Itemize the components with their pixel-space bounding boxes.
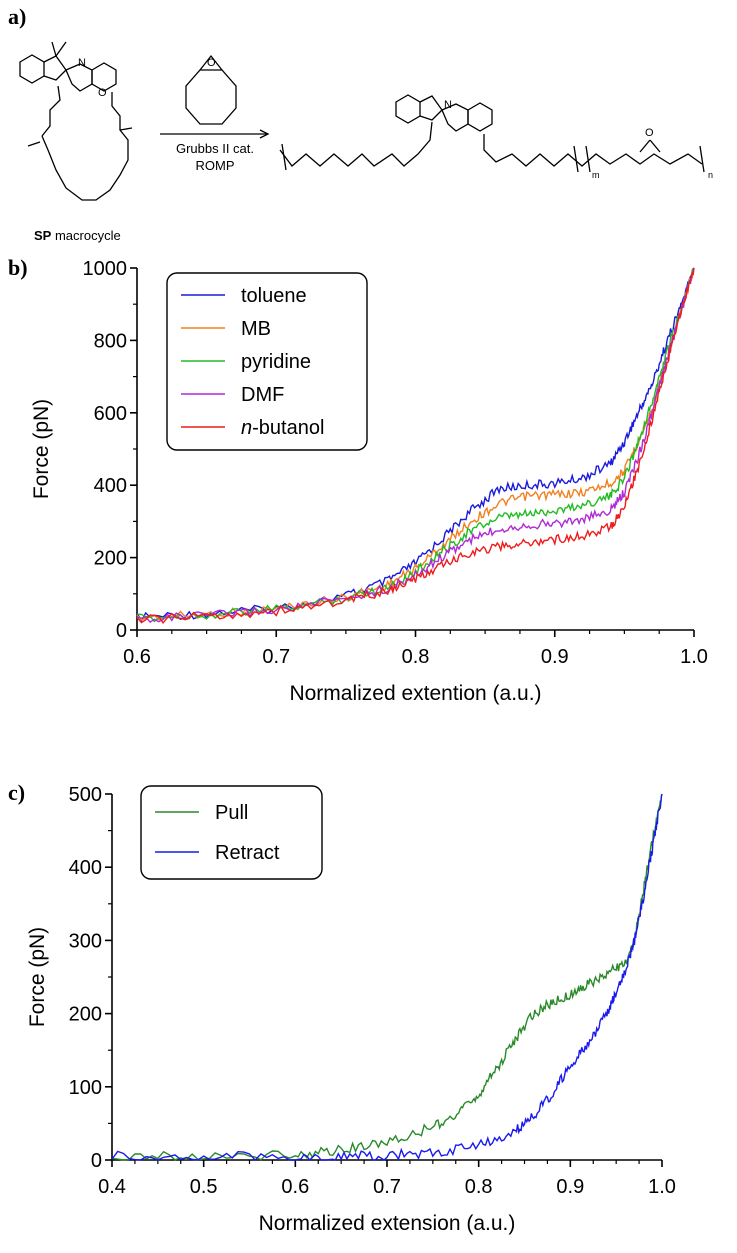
chart-b-solvent-force-curves: 0 200 400 600 800 1000 0.6 0.7 0.8 0.9 1.0 Normaliz… — [30, 258, 708, 705]
x-tick-label: 0.9 — [541, 646, 569, 668]
y-tick-label: 1000 — [83, 258, 128, 280]
condition-catalyst: Grubbs II cat. — [176, 141, 254, 156]
y-tick-label: 100 — [69, 1077, 102, 1099]
series-line-retract — [111, 793, 663, 1162]
y-tick-label: 400 — [69, 857, 102, 879]
y-tick-label: 500 — [69, 784, 102, 806]
atom-N-product: N — [444, 99, 452, 111]
y-axis-label: Force (pN) — [26, 927, 49, 1027]
atom-O-reactant: O — [98, 87, 107, 99]
x-tick-label: 0.7 — [262, 646, 290, 668]
x-tick-label: 0.9 — [556, 1176, 584, 1198]
x-axis-label: Normalized extention (a.u.) — [289, 682, 541, 705]
x-tick-label: 0.8 — [465, 1176, 493, 1198]
series-line-n-butanol — [136, 267, 695, 624]
atom-O-product-epoxide: O — [645, 127, 654, 139]
reaction-scheme: N O O N O Grubbs II cat. ROMP SP macrocy… — [19, 41, 713, 243]
reactant-label: SP macrocycle — [34, 228, 121, 243]
y-tick-label: 200 — [94, 548, 127, 570]
x-tick-label: 1.0 — [680, 646, 708, 668]
x-tick-label: 0.6 — [123, 646, 151, 668]
subscript-m: m — [592, 170, 600, 180]
series-line-toluene — [136, 267, 695, 623]
reactant-label-rest: macrocycle — [51, 228, 120, 243]
legend-label: Retract — [215, 842, 280, 864]
x-tick-label: 1.0 — [648, 1176, 676, 1198]
atom-O-epoxide: O — [207, 57, 216, 69]
y-tick-label: 400 — [94, 475, 127, 497]
legend-box — [140, 785, 323, 880]
panel-label-b: b) — [8, 255, 28, 280]
x-tick-label: 0.7 — [373, 1176, 401, 1198]
y-axis-label: Force (pN) — [30, 399, 53, 499]
atom-N-reactant: N — [78, 57, 86, 69]
indoline-benzene-ring — [19, 54, 45, 84]
y-tick-label: 600 — [94, 403, 127, 425]
y-tick-label: 300 — [69, 930, 102, 952]
legend-label: DMF — [241, 384, 284, 406]
chromene-benzene-ring — [91, 62, 117, 92]
legend-box — [166, 272, 368, 451]
x-tick-label: 0.5 — [190, 1176, 218, 1198]
x-tick-label: 0.6 — [281, 1176, 309, 1198]
legend-label: n-butanol — [241, 417, 324, 439]
chart-c-pull-retract-curves: 0 100 200 300 400 500 0.4 0.5 0.6 0.7 0.8 0.9 1.0 Nor… — [26, 784, 676, 1235]
product-benzene-ring — [395, 94, 421, 124]
legend-label: MB — [241, 318, 271, 340]
legend-label: pyridine — [241, 351, 311, 373]
panel-label-a: a) — [8, 4, 27, 29]
panel-label-c: c) — [8, 780, 26, 805]
reactant-label-bold: SP — [34, 228, 52, 243]
y-tick-label: 0 — [116, 620, 127, 642]
subscript-n: n — [708, 170, 713, 180]
legend-label: Pull — [215, 802, 248, 824]
epoxycyclooctene-ring — [185, 69, 237, 125]
x-tick-label: 0.8 — [402, 646, 430, 668]
y-tick-label: 0 — [91, 1150, 102, 1172]
y-tick-label: 800 — [94, 330, 127, 352]
y-tick-label: 200 — [69, 1004, 102, 1026]
legend-label: toluene — [241, 285, 307, 307]
condition-method: ROMP — [196, 158, 235, 173]
x-tick-label: 0.4 — [98, 1176, 126, 1198]
x-axis-label: Normalized extension (a.u.) — [259, 1212, 516, 1235]
